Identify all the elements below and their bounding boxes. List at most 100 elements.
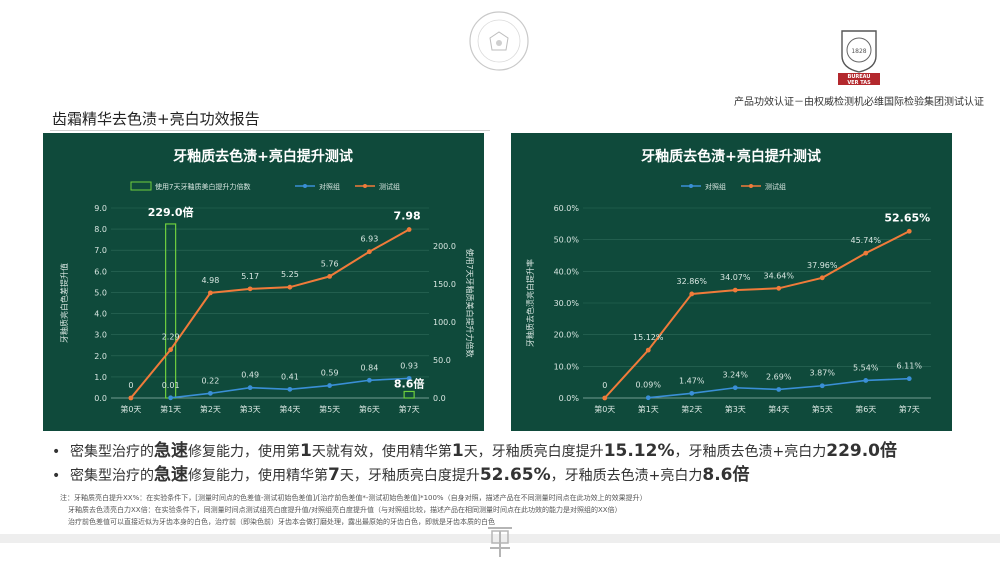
data-point-control xyxy=(689,390,695,396)
y-tick-label: 9.0 xyxy=(94,204,107,213)
data-point-test xyxy=(689,291,695,297)
data-point-test xyxy=(602,395,608,401)
data-point-control xyxy=(732,385,738,391)
footnote-line: 牙釉质去色渍亮白力XX倍：在实验条件下，同测量时间点测试组亮白度提升值/对照组亮… xyxy=(68,506,622,514)
data-point-test xyxy=(776,285,782,291)
summary-bullet-2: • 密集型治疗的急速修复能力，使用精华第7天，牙釉质亮白度提升52.65%，牙釉质… xyxy=(52,464,897,488)
chart-title: 牙釉质去色渍+亮白提升测试 xyxy=(641,148,821,165)
y-tick-label: 7.0 xyxy=(94,246,107,255)
y-tick-label: 60.0% xyxy=(554,204,580,213)
chart-2: 牙釉质去色渍+亮白提升测试 0.0% 10.0% 20.0% 30.0% 40.0% 50.… xyxy=(525,148,931,414)
bullet-text: ，牙釉质去色渍+亮白力 xyxy=(550,468,703,484)
legend-marker-control xyxy=(689,184,693,188)
x-tick-label: 第6天 xyxy=(359,404,380,414)
legend-label-control: 对照组 xyxy=(319,182,340,191)
data-label-test: 45.74% xyxy=(850,236,881,245)
data-point-control xyxy=(406,375,412,381)
x-tick-label: 第7天 xyxy=(899,404,920,414)
data-label-test: 5.25 xyxy=(281,270,299,279)
legend-swatch-multiple xyxy=(130,181,152,191)
y-tick-label: 2.0 xyxy=(94,352,107,361)
data-point-control xyxy=(776,387,782,392)
data-label-test: 34.64% xyxy=(763,271,794,280)
x-tick-label: 第1天 xyxy=(160,404,181,414)
data-point-test xyxy=(645,347,651,353)
series-line-test xyxy=(130,228,410,399)
x-tick-label: 第2天 xyxy=(681,404,702,414)
multiple-bar xyxy=(403,390,415,399)
x-tick-label: 第6天 xyxy=(855,404,876,414)
legend-label-control: 对照组 xyxy=(705,182,726,191)
data-point-test xyxy=(247,286,253,292)
bullet-text: 密集型治疗的 xyxy=(70,444,154,460)
bullet-text: 修复能力，使用第 xyxy=(188,444,300,460)
y-tick-label: 6.0 xyxy=(94,267,107,276)
certification-logo: 1828 BUREAU VER TAS xyxy=(838,30,880,86)
chart-1: 牙釉质去色渍+亮白提升测试 0.0 1.0 2.0 3.0 4.0 5.0 6.0 7.0 8.0… xyxy=(59,148,475,414)
bullet-dot: • xyxy=(52,444,61,460)
bullet-text: 修复能力，使用精华第 xyxy=(188,468,328,484)
x-tick-label: 第2天 xyxy=(200,404,221,414)
data-point-control xyxy=(863,378,869,383)
bullet-emphasis: 急速 xyxy=(154,441,188,461)
data-label-test: 5.17 xyxy=(241,272,259,281)
y-tick-label: 0.0% xyxy=(559,394,580,403)
data-point-control xyxy=(247,385,253,391)
y-tick-label: 8.0 xyxy=(94,225,107,234)
data-label-test: 52.65% xyxy=(884,211,930,224)
footnote-line: 注：牙釉质亮白提升XX%：在实验条件下，[测量时间点的色差值-测试初始色差值]/… xyxy=(60,494,647,502)
bullet-value: 229.0倍 xyxy=(826,441,898,461)
x-tick-label: 第0天 xyxy=(120,404,141,414)
bullet-value: 15.12% xyxy=(603,441,675,461)
y-tick-label: 50.0% xyxy=(554,236,580,245)
multiple-bar-label: 229.0倍 xyxy=(148,205,194,219)
data-label-control: 0.84 xyxy=(360,363,378,372)
data-point-test xyxy=(287,284,293,290)
data-point-control xyxy=(327,383,333,388)
x-tick-label: 第4天 xyxy=(279,404,300,414)
data-label-test: 15.12% xyxy=(633,333,664,342)
y-tick-label: 3.0 xyxy=(94,331,107,340)
bullet-value: 52.65% xyxy=(479,465,551,485)
data-label-control: 0.41 xyxy=(281,372,299,381)
data-label-control: 0.22 xyxy=(201,376,219,385)
y2-tick-label: 50.0 xyxy=(433,356,451,365)
x-tick-label: 第7天 xyxy=(399,404,420,414)
summary-bullet-1: • 密集型治疗的急速修复能力，使用第1天就有效，使用精华第1天，牙釉质亮白度提升1… xyxy=(52,440,897,464)
y-tick-label: 4.0 xyxy=(94,310,107,319)
data-point-test xyxy=(207,290,213,296)
x-tick-label: 第1天 xyxy=(638,404,659,414)
x-tick-label: 第3天 xyxy=(240,404,261,414)
data-point-test xyxy=(863,250,869,256)
y2-tick-label: 150.0 xyxy=(433,280,456,289)
certification-tagline: 产品功效认证－由权威检测机必维国际检验集团测试认证 xyxy=(734,97,984,108)
bullet-text: 密集型治疗的 xyxy=(70,468,154,484)
bullet-number: 7 xyxy=(328,465,340,485)
x-tick-label: 第0天 xyxy=(594,404,615,414)
data-point-control xyxy=(819,383,825,389)
data-label-control: 0.01 xyxy=(162,381,180,390)
data-label-test: 4.98 xyxy=(201,276,219,285)
chart-panel-2: 牙釉质去色渍+亮白提升测试 0.0% 10.0% 20.0% 30.0% 40.0% 50.… xyxy=(511,133,952,431)
footnote-line: 治疗前色差值可以直接近似为牙齿本身的白色，治疗前（即染色前）牙齿本会做打磨处理，… xyxy=(68,518,495,526)
legend-marker-test xyxy=(749,184,753,188)
data-label-control: 0.49 xyxy=(241,371,259,380)
legend-label-multiple: 使用7天牙釉质美白提升力倍数 xyxy=(155,182,250,191)
bullet-text: 天，牙釉质亮白度提升 xyxy=(463,444,604,460)
data-label-test: 6.93 xyxy=(360,235,378,244)
y-tick-label: 0.0 xyxy=(94,394,107,403)
data-label-test: 2.29 xyxy=(162,333,180,342)
bullet-dot: • xyxy=(52,468,61,484)
data-point-control xyxy=(168,395,174,401)
data-point-control xyxy=(207,390,213,396)
data-label-test: 5.76 xyxy=(321,259,339,268)
data-point-test xyxy=(819,275,825,281)
footnotes: 注：牙釉质亮白提升XX%：在实验条件下，[测量时间点的色差值-测试初始色差值]/… xyxy=(60,492,647,528)
data-label-control: 5.54% xyxy=(853,363,879,372)
y2-tick-label: 0.0 xyxy=(433,394,446,403)
data-label-test: 7.98 xyxy=(394,210,421,223)
legend-label-test: 测试组 xyxy=(379,182,400,191)
report-title: 齿霜精华去色渍+亮白功效报告 xyxy=(52,110,260,128)
y-tick-label: 1.0 xyxy=(94,373,107,382)
bullet-number: 1 xyxy=(300,441,312,461)
